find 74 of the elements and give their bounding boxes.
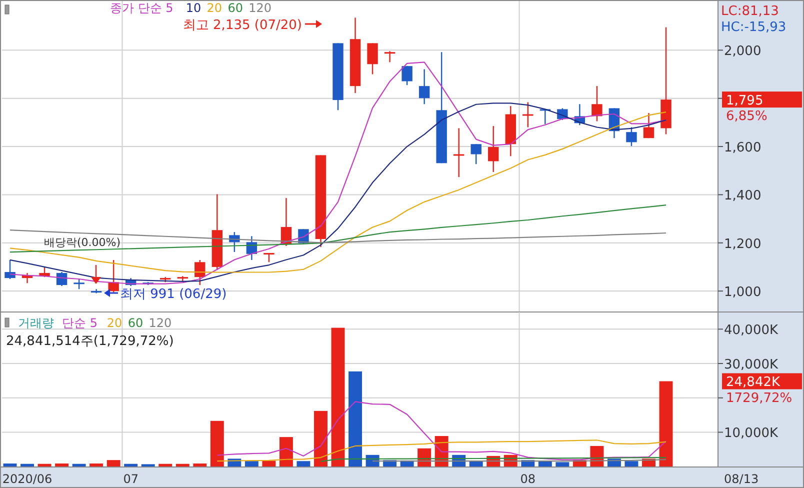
- x-tick-label: 07: [123, 472, 138, 486]
- y-tick-label: 40,000K: [724, 323, 778, 338]
- candlestick: [194, 259, 206, 286]
- text: 120: [148, 316, 172, 330]
- candlestick: [453, 128, 464, 178]
- bar: [348, 371, 362, 467]
- y-tick-label: 1,400: [724, 188, 762, 204]
- line-series: [216, 440, 667, 462]
- candlestick: [488, 125, 499, 173]
- line-series: [216, 401, 667, 460]
- bar: [141, 464, 155, 467]
- bar: [90, 464, 104, 467]
- bar: [279, 437, 293, 467]
- bar: [55, 464, 69, 467]
- text: 20: [206, 1, 222, 15]
- legend-title: 거래량: [18, 316, 54, 330]
- y-tick-label: 10,000K: [724, 426, 778, 442]
- bar: [331, 328, 345, 467]
- text: 24,842K: [726, 375, 780, 390]
- candlestick: [4, 259, 16, 280]
- bar: [3, 464, 17, 467]
- y-tick-label: 1,000: [724, 285, 762, 300]
- bar: [314, 410, 328, 467]
- bar: [176, 464, 190, 467]
- bar: [106, 460, 120, 467]
- candlestick: [74, 278, 84, 290]
- bar: [193, 464, 207, 467]
- text: 10: [186, 1, 202, 15]
- bar: [38, 464, 52, 467]
- candlestick: [367, 42, 378, 75]
- bar: [262, 460, 276, 467]
- annotation: 최저 991 (06/29): [120, 287, 227, 302]
- bar: [538, 461, 552, 467]
- candlestick: [418, 68, 430, 105]
- bar: [72, 464, 86, 467]
- text: 20: [106, 316, 122, 330]
- text: HC:-15,93: [721, 20, 786, 35]
- y-tick-label: 1,200: [724, 236, 762, 252]
- bar: [556, 462, 570, 467]
- bar: [158, 464, 172, 467]
- candlestick: [592, 85, 602, 122]
- text: 60: [228, 1, 243, 15]
- line-series: [9, 204, 667, 253]
- bar: [469, 461, 483, 467]
- bar: [244, 461, 258, 467]
- text: LC:81,13: [721, 4, 779, 19]
- candlestick: [522, 102, 534, 128]
- candlestick: [643, 112, 654, 139]
- text: 60: [128, 316, 144, 330]
- text: 종가 단순 5: [110, 1, 174, 15]
- candlestick: [402, 65, 412, 86]
- text: 1,795: [726, 94, 764, 109]
- x-tick-label: 08: [520, 472, 536, 486]
- annotation: 24,841,514주(1,729,72%): [6, 334, 174, 349]
- bar: [624, 461, 638, 467]
- bar: [210, 420, 224, 467]
- text: 08/13: [724, 472, 759, 486]
- bar: [659, 381, 673, 467]
- text: 120: [248, 1, 272, 15]
- bar: [124, 464, 138, 467]
- y-tick-label: 30,000K: [724, 358, 778, 373]
- y-tick-label: 1,600: [724, 140, 762, 156]
- bar: [20, 464, 34, 467]
- candlestick: [384, 50, 396, 63]
- annotation: 배당락(0.00%): [44, 236, 121, 249]
- candlestick: [626, 126, 637, 147]
- text: 1729,72%: [726, 391, 792, 406]
- candlestick: [470, 144, 482, 165]
- text: 단순 5: [62, 316, 98, 330]
- bar: [296, 461, 310, 467]
- annotation: 최고 2,135 (07/20): [182, 18, 302, 33]
- x-tick-label: 2020/06: [2, 472, 52, 486]
- y-tick-label: 2,000: [724, 44, 762, 60]
- text: 6,85%: [726, 109, 768, 124]
